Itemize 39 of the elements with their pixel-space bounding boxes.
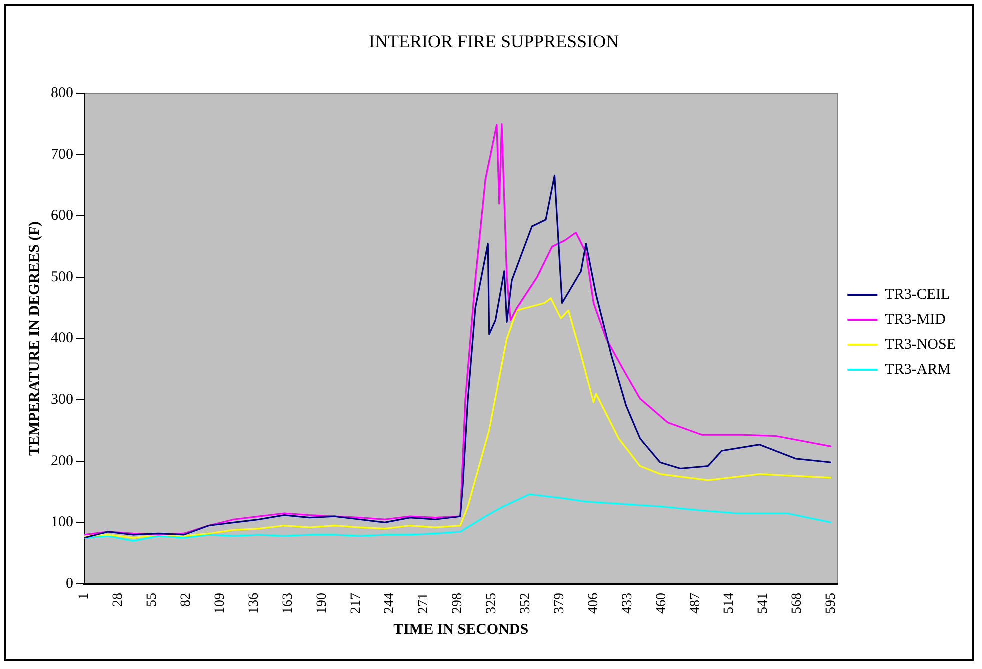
x-tick-label: 28 <box>111 593 126 607</box>
x-tick-label: 433 <box>620 593 636 614</box>
y-tick-label: 500 <box>51 269 74 286</box>
y-tick-label: 400 <box>51 330 74 347</box>
x-tick-label: 190 <box>314 593 330 614</box>
x-tick-label: 1 <box>77 593 92 600</box>
legend-label: TR3-NOSE <box>885 336 956 353</box>
x-tick-label: 595 <box>824 593 840 614</box>
legend-label: TR3-ARM <box>885 362 952 378</box>
x-tick-label: 406 <box>586 593 602 614</box>
chart-title: INTERIOR FIRE SUPPRESSION <box>368 32 620 52</box>
x-tick-label: 271 <box>416 593 432 614</box>
y-tick-label: 200 <box>51 453 74 470</box>
y-tick-label: 700 <box>51 146 74 163</box>
y-tick-label: 100 <box>51 514 74 531</box>
x-tick-label: 109 <box>212 593 228 614</box>
x-tick-label: 568 <box>790 593 806 614</box>
x-tick-label: 352 <box>518 593 534 614</box>
x-tick-label: 379 <box>552 593 568 614</box>
x-tick-label: 55 <box>145 593 160 607</box>
y-tick-label: 800 <box>51 86 74 102</box>
y-tick-label: 300 <box>51 392 74 408</box>
x-tick-label: 325 <box>484 593 500 614</box>
legend-label: TR3-MID <box>885 312 946 328</box>
x-tick-label: 514 <box>722 593 738 614</box>
x-tick-label: 244 <box>382 593 398 614</box>
x-tick-label: 136 <box>246 593 262 614</box>
x-tick-label: 82 <box>179 593 194 607</box>
x-tick-label: 298 <box>450 593 466 614</box>
legend-label: TR3-CEIL <box>885 286 950 303</box>
x-axis-title: TIME IN SECONDS <box>394 622 529 638</box>
x-tick-label: 163 <box>280 593 296 614</box>
x-tick-label: 541 <box>756 593 772 614</box>
x-tick-label: 487 <box>688 593 704 614</box>
y-axis-title: TEMPERATURE IN DEGREES (F) <box>26 222 43 456</box>
x-tick-label: 217 <box>348 593 364 614</box>
x-tick-label: 460 <box>654 593 670 614</box>
y-tick-label: 0 <box>66 576 74 592</box>
y-tick-label: 600 <box>51 208 74 224</box>
